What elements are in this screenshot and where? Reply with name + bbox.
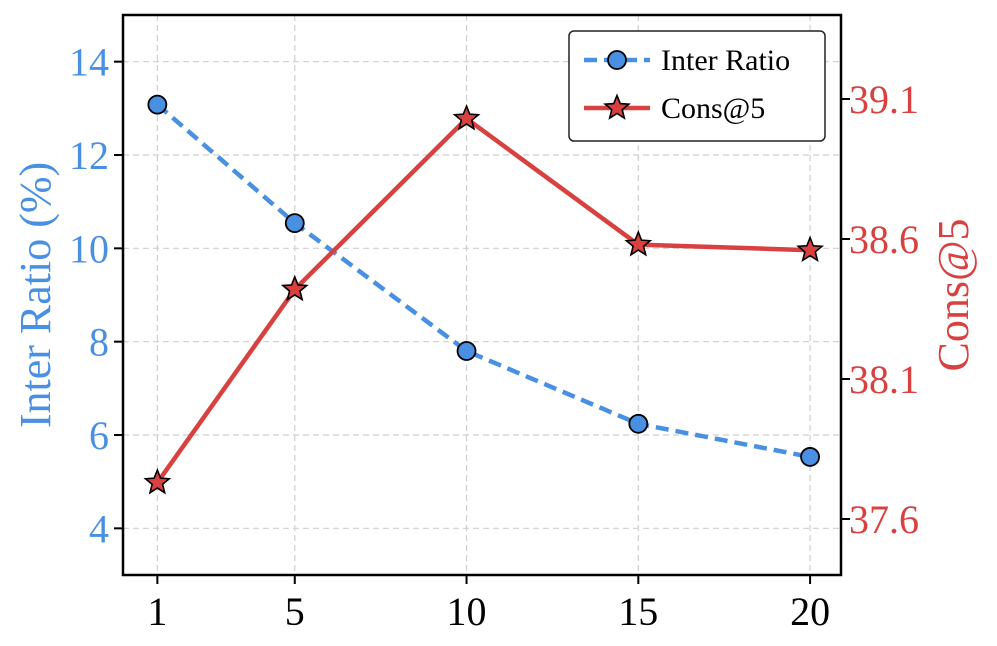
data-point-cons-5	[796, 235, 825, 263]
data-point-cons-5	[452, 103, 481, 131]
data-point-inter-ratio	[456, 341, 477, 361]
data-point-inter-ratio	[147, 94, 168, 115]
series-line-cons-5	[155, 116, 811, 484]
left-tick-label: 10	[69, 226, 109, 271]
data-point-cons-5	[280, 274, 309, 302]
data-point-inter-ratio	[800, 447, 820, 467]
left-tick-label: 12	[69, 133, 109, 178]
left-axis-ticks: 4 6 8 10 12 14	[69, 40, 123, 551]
left-tick-label: 6	[89, 413, 109, 458]
x-axis-ticks: 1 5 10 15 20	[147, 575, 830, 634]
x-tick-label: 10	[447, 589, 487, 634]
legend-marker-circle	[607, 50, 627, 70]
left-axis-label: Inter Ratio (%)	[11, 162, 60, 428]
legend-label-inter-ratio: Inter Ratio	[661, 44, 790, 77]
x-tick-label: 5	[285, 589, 305, 634]
right-tick-label: 38.6	[849, 217, 919, 262]
left-tick-label: 14	[69, 40, 109, 85]
legend-label-cons5: Cons@5	[661, 92, 765, 125]
left-tick-label: 4	[89, 506, 109, 551]
right-tick-label: 39.1	[849, 77, 919, 122]
plot-frame	[121, 13, 843, 577]
right-tick-label: 37.6	[849, 497, 919, 542]
x-tick-label: 1	[147, 589, 167, 634]
legend-marker-star	[603, 93, 631, 120]
legend: Inter Ratio Cons@5	[568, 30, 826, 142]
right-axis-ticks: 37.6 38.1 38.6 39.1	[841, 77, 919, 542]
data-point-inter-ratio	[628, 413, 649, 434]
data-point-cons-5	[143, 467, 172, 495]
x-tick-label: 15	[618, 589, 658, 634]
left-tick-label: 8	[89, 320, 109, 365]
data-point-inter-ratio	[284, 213, 305, 234]
series-line-inter-ratio	[155, 102, 811, 460]
right-axis-label: Cons@5	[929, 219, 978, 372]
series-layer	[143, 94, 825, 495]
data-point-cons-5	[624, 229, 653, 257]
x-tick-label: 20	[790, 589, 830, 634]
right-tick-label: 38.1	[849, 357, 919, 402]
